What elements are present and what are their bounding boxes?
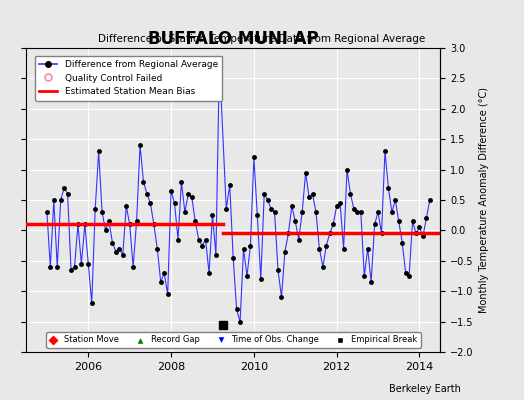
Text: Berkeley Earth: Berkeley Earth bbox=[389, 384, 461, 394]
Y-axis label: Monthly Temperature Anomaly Difference (°C): Monthly Temperature Anomaly Difference (… bbox=[479, 87, 489, 313]
Legend: Station Move, Record Gap, Time of Obs. Change, Empirical Break: Station Move, Record Gap, Time of Obs. C… bbox=[46, 332, 421, 348]
Title: BUFFALO MUNI AP: BUFFALO MUNI AP bbox=[148, 30, 319, 48]
Text: Difference of Station Temperature Data from Regional Average: Difference of Station Temperature Data f… bbox=[99, 34, 425, 44]
